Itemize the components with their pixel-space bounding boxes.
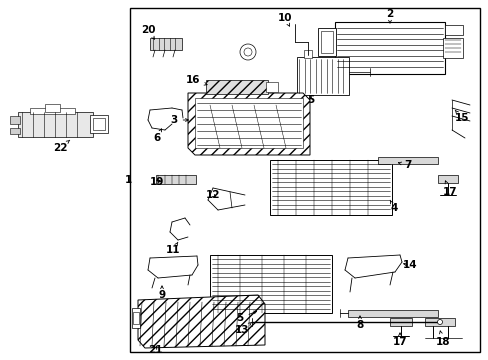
Text: 5: 5 (236, 311, 256, 323)
Polygon shape (187, 93, 309, 155)
Bar (389, 318, 411, 326)
Text: 11: 11 (165, 242, 180, 255)
Bar (93, 118, 105, 130)
Bar (437, 175, 457, 183)
Bar (269, 160, 391, 215)
Text: 6: 6 (153, 129, 161, 143)
Text: 19: 19 (149, 177, 164, 187)
Text: 4: 4 (389, 200, 397, 213)
Bar (317, 28, 335, 56)
Bar (334, 22, 444, 74)
Bar (10, 116, 20, 124)
Bar (442, 38, 462, 58)
Text: 18: 18 (435, 331, 449, 347)
Polygon shape (138, 295, 264, 348)
Text: 9: 9 (158, 286, 165, 300)
Bar (150, 38, 182, 50)
Bar (156, 175, 196, 184)
Text: 2: 2 (386, 9, 393, 23)
Circle shape (437, 320, 442, 324)
Bar (347, 310, 437, 317)
Bar (424, 318, 454, 326)
Text: 5: 5 (307, 95, 314, 105)
Bar (320, 31, 332, 53)
Text: 10: 10 (277, 13, 292, 26)
Bar (377, 157, 437, 164)
Bar (10, 128, 20, 134)
Text: 15: 15 (454, 110, 468, 123)
Bar (444, 25, 462, 35)
Text: 17: 17 (392, 333, 407, 347)
Bar (30, 108, 75, 114)
Text: 1: 1 (124, 175, 131, 185)
Bar (130, 8, 479, 352)
Bar (18, 112, 93, 137)
Bar (45, 104, 60, 112)
Bar (265, 82, 278, 92)
Bar (132, 308, 140, 328)
Text: 22: 22 (53, 140, 70, 153)
Text: 13: 13 (234, 322, 251, 335)
Circle shape (240, 44, 256, 60)
Text: 17: 17 (442, 181, 456, 197)
Text: 14: 14 (402, 260, 416, 270)
Bar (205, 80, 267, 94)
Text: 12: 12 (205, 190, 220, 200)
Text: 21: 21 (147, 345, 162, 355)
Bar (209, 255, 331, 313)
Bar (195, 98, 303, 148)
Bar (133, 312, 139, 324)
Text: 20: 20 (141, 25, 155, 39)
Bar (90, 115, 108, 133)
Circle shape (244, 48, 251, 56)
Text: 3: 3 (170, 115, 188, 125)
Bar (304, 50, 311, 58)
Text: 7: 7 (398, 160, 411, 170)
Text: 16: 16 (185, 75, 207, 85)
Bar (296, 57, 348, 95)
Text: 8: 8 (356, 316, 363, 330)
